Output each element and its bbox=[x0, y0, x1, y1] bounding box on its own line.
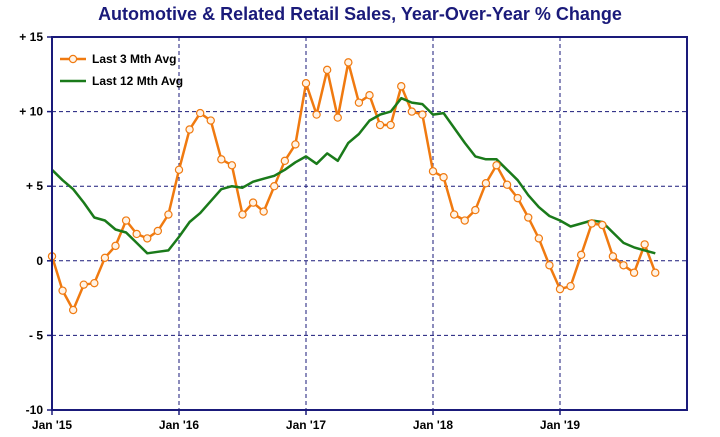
data-point bbox=[365, 90, 374, 100]
series-lines bbox=[50, 61, 657, 312]
data-point bbox=[195, 108, 205, 118]
data-point bbox=[534, 234, 544, 243]
gridlines bbox=[52, 37, 687, 410]
data-point bbox=[312, 110, 321, 119]
legend: Last 3 Mth Avg Last 12 Mth Avg bbox=[60, 52, 183, 88]
x-tick-label: Jan '16 bbox=[159, 418, 200, 432]
data-point bbox=[576, 250, 586, 260]
data-point bbox=[206, 116, 215, 125]
data-point bbox=[375, 120, 385, 130]
data-point bbox=[460, 216, 469, 225]
data-point bbox=[100, 253, 110, 263]
data-point bbox=[502, 180, 512, 189]
series-markers bbox=[47, 58, 660, 315]
data-point bbox=[58, 286, 67, 295]
data-point bbox=[68, 305, 78, 315]
data-point bbox=[418, 110, 427, 119]
data-point bbox=[407, 107, 417, 116]
y-tick-label: + 10 bbox=[19, 105, 43, 119]
data-point bbox=[344, 58, 353, 67]
y-tick-label: + 15 bbox=[19, 30, 43, 44]
data-point bbox=[513, 193, 522, 203]
data-point bbox=[471, 205, 480, 215]
y-tick-label: -10 bbox=[26, 403, 44, 417]
data-point bbox=[354, 98, 364, 107]
x-tick-label: Jan '17 bbox=[286, 418, 327, 432]
data-point bbox=[227, 161, 237, 170]
data-point bbox=[248, 198, 258, 207]
data-point bbox=[238, 210, 247, 219]
data-point bbox=[164, 210, 173, 219]
data-point bbox=[111, 241, 120, 251]
data-point bbox=[619, 261, 628, 270]
data-point bbox=[428, 167, 438, 176]
y-tick-label: - 5 bbox=[29, 328, 43, 342]
y-tick-label: + 5 bbox=[26, 179, 43, 193]
data-point bbox=[301, 79, 311, 88]
chart-title: Automotive & Related Retail Sales, Year-… bbox=[98, 4, 622, 24]
data-point bbox=[449, 210, 459, 219]
data-point bbox=[185, 125, 194, 134]
data-point bbox=[524, 213, 533, 222]
x-tick-label: Jan '18 bbox=[413, 418, 454, 432]
data-point bbox=[566, 281, 575, 291]
data-point bbox=[640, 240, 649, 249]
data-point bbox=[291, 140, 300, 149]
data-point bbox=[629, 268, 639, 277]
data-point bbox=[481, 179, 491, 188]
data-point bbox=[333, 113, 342, 122]
data-point bbox=[270, 181, 279, 191]
data-point bbox=[598, 220, 607, 230]
y-tick-label: 0 bbox=[36, 254, 43, 268]
data-point bbox=[143, 234, 152, 243]
legend-label-1: Last 3 Mth Avg bbox=[92, 52, 176, 66]
x-tick-label: Jan '15 bbox=[32, 418, 73, 432]
data-point bbox=[608, 252, 618, 261]
data-point bbox=[121, 216, 131, 225]
data-point bbox=[651, 268, 660, 277]
data-point bbox=[90, 278, 99, 288]
data-point bbox=[132, 229, 141, 239]
data-point bbox=[397, 82, 406, 91]
data-point bbox=[545, 261, 554, 270]
series-line-1 bbox=[50, 61, 657, 312]
data-point bbox=[217, 155, 226, 164]
legend-marker bbox=[68, 54, 78, 64]
data-point bbox=[492, 161, 501, 170]
data-point bbox=[439, 173, 448, 182]
data-point bbox=[153, 226, 163, 236]
data-point bbox=[322, 65, 332, 75]
plot-border bbox=[51, 36, 688, 411]
series-line-2 bbox=[51, 96, 656, 255]
data-point bbox=[79, 280, 88, 289]
data-point bbox=[587, 219, 596, 228]
data-point bbox=[555, 284, 565, 294]
x-tick-label: Jan '19 bbox=[540, 418, 581, 432]
data-point bbox=[280, 156, 290, 166]
data-point bbox=[386, 120, 395, 130]
data-point bbox=[174, 165, 184, 174]
legend-label-2: Last 12 Mth Avg bbox=[92, 74, 183, 88]
data-point bbox=[259, 207, 268, 216]
